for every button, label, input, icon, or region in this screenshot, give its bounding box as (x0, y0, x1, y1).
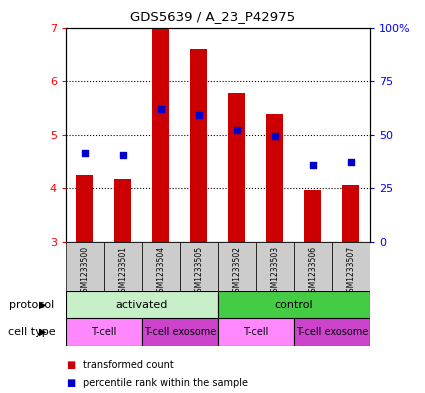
Text: control: control (275, 299, 313, 310)
Text: T-cell: T-cell (243, 327, 269, 337)
Text: transformed count: transformed count (83, 360, 174, 371)
Bar (256, 242, 294, 291)
Text: GDS5639 / A_23_P42975: GDS5639 / A_23_P42975 (130, 10, 295, 23)
Text: cell type: cell type (8, 327, 56, 337)
Text: GSM1233501: GSM1233501 (118, 246, 127, 297)
Text: ▶: ▶ (39, 299, 46, 310)
Bar (142, 242, 180, 291)
Bar (76, 175, 94, 242)
Text: ■: ■ (66, 360, 75, 371)
Point (157, 106, 164, 112)
Text: GSM1233502: GSM1233502 (232, 246, 241, 297)
Text: GSM1233500: GSM1233500 (80, 246, 89, 297)
Point (347, 159, 354, 165)
Text: GSM1233505: GSM1233505 (194, 246, 203, 297)
Bar (66, 242, 104, 291)
Text: GSM1233503: GSM1233503 (270, 246, 279, 297)
Text: T-cell: T-cell (91, 327, 116, 337)
Point (119, 152, 126, 158)
Bar (332, 242, 370, 291)
Text: activated: activated (116, 299, 168, 310)
Bar (218, 291, 370, 318)
Text: T-cell exosome: T-cell exosome (144, 327, 216, 337)
Point (309, 162, 316, 168)
Bar (266, 114, 283, 242)
Point (196, 112, 202, 118)
Bar (180, 242, 218, 291)
Bar (66, 291, 218, 318)
Text: GSM1233506: GSM1233506 (308, 246, 317, 297)
Point (82, 150, 88, 156)
Bar (152, 28, 170, 242)
Bar (142, 318, 218, 346)
Bar (228, 93, 245, 242)
Bar (294, 242, 332, 291)
Point (233, 127, 240, 134)
Bar (114, 178, 131, 242)
Point (272, 132, 278, 139)
Text: GSM1233504: GSM1233504 (156, 246, 165, 297)
Text: T-cell exosome: T-cell exosome (296, 327, 368, 337)
Bar (304, 190, 321, 242)
Bar (104, 242, 142, 291)
Text: ■: ■ (66, 378, 75, 388)
Text: ▶: ▶ (39, 327, 46, 337)
Bar (342, 185, 359, 242)
Bar (218, 242, 256, 291)
Text: protocol: protocol (8, 299, 54, 310)
Bar (190, 49, 207, 242)
Bar (218, 318, 294, 346)
Bar (294, 318, 370, 346)
Text: GSM1233507: GSM1233507 (346, 246, 355, 297)
Text: percentile rank within the sample: percentile rank within the sample (83, 378, 248, 388)
Bar (66, 318, 142, 346)
